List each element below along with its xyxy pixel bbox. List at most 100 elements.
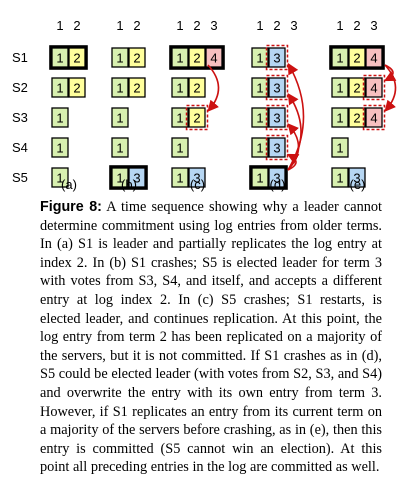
log-entry-term: 2 (193, 111, 200, 126)
leader-outline (329, 45, 385, 70)
log-entry-cell (111, 137, 129, 158)
log-entry-term: 1 (56, 51, 63, 66)
log-entry-term: 2 (73, 81, 80, 96)
log-entry-cell (268, 47, 286, 68)
log-entry-term: 1 (56, 81, 63, 96)
log-entry-cell (268, 77, 286, 98)
log-entry-cell (268, 107, 286, 128)
index-number: 1 (116, 18, 123, 33)
log-entry-cell (128, 47, 146, 68)
log-entry-cell (331, 137, 349, 158)
log-entry-cell (51, 137, 69, 158)
caption-label: Figure 8: (40, 199, 102, 215)
log-entry-term: 1 (176, 111, 183, 126)
log-entry-cell (51, 77, 69, 98)
log-entry-term: 3 (273, 81, 280, 96)
log-entry-term: 1 (56, 171, 63, 186)
log-entry-cell (171, 77, 189, 98)
log-entry-term: 2 (353, 81, 360, 96)
index-number: 1 (256, 18, 263, 33)
leader-outline (169, 45, 225, 70)
log-entry-term: 3 (193, 171, 200, 186)
log-entry-term: 1 (116, 141, 123, 156)
log-entry-term: 2 (73, 51, 80, 66)
log-entry-term: 2 (193, 81, 200, 96)
server-label-s3: S3 (12, 110, 28, 125)
log-entry-term: 1 (256, 81, 263, 96)
log-entry-cell (251, 107, 269, 128)
log-entry-cell (51, 47, 69, 68)
replication-arrow (384, 64, 397, 112)
log-entry-term: 1 (176, 171, 183, 186)
log-entry-cell (188, 167, 206, 188)
log-entry-cell (188, 47, 206, 68)
log-entry-term: 1 (336, 81, 343, 96)
log-entry-term: 1 (336, 51, 343, 66)
log-entry-cell (188, 77, 206, 98)
log-entry-cell (171, 107, 189, 128)
log-entry-term: 2 (353, 51, 360, 66)
index-number: 2 (73, 18, 80, 33)
log-entry-term: 3 (273, 51, 280, 66)
index-number: 3 (290, 18, 297, 33)
log-entry-term: 1 (256, 111, 263, 126)
log-entry-cell (171, 47, 189, 68)
panel-label: (d) (270, 177, 286, 192)
log-entry-cell (111, 167, 129, 188)
panel-label: (e) (350, 177, 366, 192)
log-entry-cell (365, 47, 383, 68)
log-entry-term: 3 (273, 141, 280, 156)
log-entry-cell (348, 77, 366, 98)
log-entry-cell (348, 47, 366, 68)
leader-outline (109, 165, 148, 190)
index-number: 2 (193, 18, 200, 33)
panel-label: (a) (61, 177, 77, 192)
leader-outline (249, 165, 288, 190)
panel-d: 1 2 31 31 31 31 31 3(d) (249, 18, 298, 192)
server-label-s4: S4 (12, 140, 28, 155)
log-entry-term: 3 (273, 171, 280, 186)
log-entry-cell (365, 77, 383, 98)
log-entry-cell (111, 77, 129, 98)
log-entry-cell (128, 77, 146, 98)
replication-arrow (207, 64, 220, 112)
log-entry-term: 1 (56, 141, 63, 156)
log-entry-term: 1 (256, 171, 263, 186)
replication-arrow (287, 123, 300, 171)
log-entry-term: 4 (370, 111, 377, 126)
server-label-s2: S2 (12, 80, 28, 95)
index-number: 2 (273, 18, 280, 33)
log-entry-cell (128, 167, 146, 188)
index-number: 2 (133, 18, 140, 33)
server-label-s5: S5 (12, 170, 28, 185)
log-entry-term: 3 (133, 171, 140, 186)
log-entry-term: 1 (56, 111, 63, 126)
log-entry-term: 2 (133, 81, 140, 96)
server-labels: S1 S2 S3 S4 S5 (12, 50, 28, 185)
replication-arrow (286, 153, 300, 171)
log-entry-term: 1 (256, 141, 263, 156)
panel-label: (b) (121, 177, 137, 192)
log-entry-term: 2 (133, 51, 140, 66)
log-entry-cell (348, 167, 366, 188)
log-entry-term: 3 (273, 111, 280, 126)
log-entry-term: 1 (116, 111, 123, 126)
replicated-entry-outline (362, 74, 386, 101)
log-entry-cell (331, 77, 349, 98)
log-entry-term: 3 (353, 171, 360, 186)
replication-arrow (383, 64, 397, 82)
log-entry-term: 1 (116, 51, 123, 66)
panel-label: (c) (190, 177, 205, 192)
log-entry-cell (171, 167, 189, 188)
log-entry-term: 4 (370, 51, 377, 66)
log-entry-cell (251, 77, 269, 98)
log-entry-cell (251, 137, 269, 158)
log-entry-term: 2 (193, 51, 200, 66)
index-number: 2 (353, 18, 360, 33)
log-entry-term: 1 (336, 171, 343, 186)
replicated-entry-outline (265, 104, 289, 131)
log-entry-cell (68, 77, 86, 98)
index-number: 1 (176, 18, 183, 33)
replicated-entry-outline (362, 104, 386, 131)
